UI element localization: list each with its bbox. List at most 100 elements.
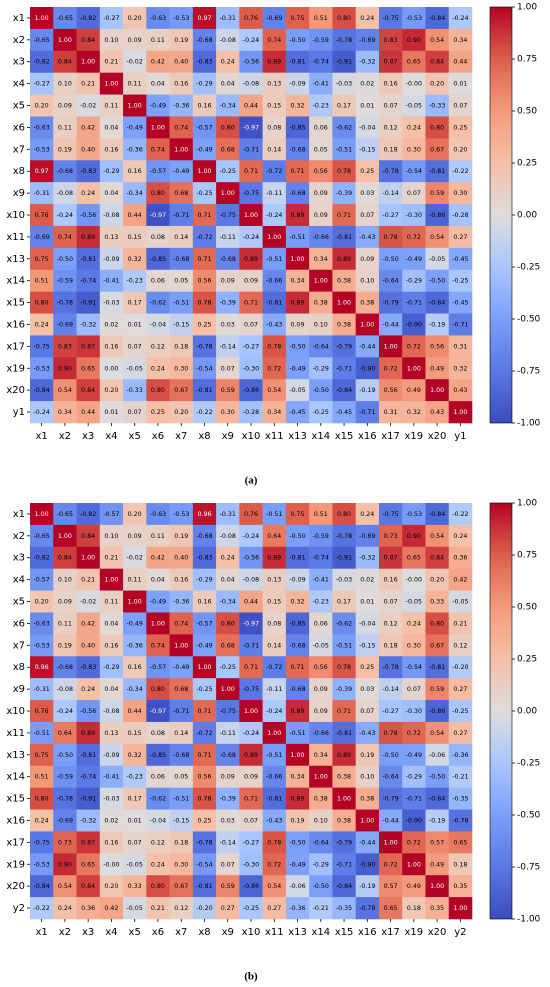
cell-label: 0.44 [128,212,142,219]
cell-label: 0.72 [384,365,398,372]
cell-label: -0.43 [359,234,375,241]
heatmap-cell [99,809,124,832]
cell-label: -0.74 [80,774,96,781]
heatmap-cell [53,590,77,613]
heatmap-cell [378,247,403,271]
heatmap-cell [448,138,473,161]
heatmap-cell [425,765,450,788]
heatmap-cell [76,28,101,52]
cell-label: -0.05 [429,256,445,263]
heatmap-cell [123,546,147,569]
heatmap-cell [192,546,217,569]
cell-label: 0.49 [407,387,421,394]
cell-label: -0.53 [33,642,49,649]
heatmap-cell [169,291,194,314]
cell-label: -0.59 [57,774,73,781]
heatmap-cell [402,612,426,635]
cell-label: 0.59 [430,190,444,197]
heatmap-cell [402,700,426,723]
heatmap-cell [309,94,333,117]
heatmap-cell [309,875,333,898]
heatmap-cell [262,678,287,701]
x-tick-label: x14 [311,431,330,442]
heatmap-cell [169,379,194,402]
cell-label: -0.53 [173,511,189,518]
cell-label: -0.51 [266,256,282,263]
cell-label: 0.07 [407,686,421,693]
heatmap-cell [169,7,194,30]
heatmap-cell [285,291,310,314]
heatmap-cell [262,50,287,73]
heatmap-cell [146,116,170,139]
cell-label: -0.23 [127,278,143,285]
cell-label: -0.22 [33,905,49,912]
heatmap-cell [448,204,473,227]
cell-label: -0.50 [382,256,398,263]
cell-label: 0.11 [128,577,142,584]
heatmap-cell [425,503,450,526]
cell-label: -0.53 [33,861,49,868]
heatmap-cell [402,116,426,139]
cell-label: 0.76 [244,511,258,518]
cell-label: 0.25 [453,124,467,131]
cell-label: -0.22 [196,409,212,416]
cell-label: -0.66 [313,234,329,241]
heatmap-cell [378,401,403,424]
heatmap-cell [239,568,263,591]
heatmap-cell [332,678,356,701]
heatmap-cell [76,357,101,380]
heatmap-cell [192,831,217,854]
heatmap-cell [99,269,124,292]
cell-label: 0.65 [81,861,95,868]
cell-label: 0.07 [407,190,421,197]
cell-label: 0.04 [151,577,165,584]
heatmap-cell [53,72,77,95]
heatmap-cell [146,721,170,745]
cell-label: -0.24 [57,708,73,715]
heatmap-cell [76,831,101,854]
colorbar [489,502,513,920]
heatmap-cell [76,590,101,613]
cell-label: 1.00 [314,278,328,285]
cell-label: 0.67 [174,387,188,394]
heatmap-cell [425,50,450,73]
heatmap-cell [402,72,426,95]
cell-label: -0.29 [313,861,329,868]
heatmap-cell [146,546,170,569]
heatmap-cell [53,765,77,788]
heatmap-cell [448,28,473,52]
heatmap-cell [402,875,426,898]
heatmap-cell [285,656,310,679]
heatmap-cell [123,524,147,548]
y-tick-label: x16 [6,815,25,826]
cell-label: 0.71 [244,168,258,175]
heatmap-cell [262,401,287,424]
cell-label: -0.57 [150,664,166,671]
cell-label: 0.89 [267,59,281,66]
cell-label: -0.14 [220,839,236,846]
cell-label: -0.83 [80,168,96,175]
cell-label: 0.72 [267,365,281,372]
x-tick-label: x17 [381,927,400,938]
cell-label: -0.29 [406,774,422,781]
cell-label: 0.84 [81,883,95,890]
heatmap-cell [262,225,287,249]
heatmap-cell [76,269,101,292]
heatmap-cell [285,743,310,767]
heatmap-cell [216,138,240,161]
cell-label: 0.80 [151,686,165,693]
cell-label: 0.09 [244,278,258,285]
heatmap-cell [309,656,333,679]
cell-label: 0.20 [453,146,467,153]
cell-label: 1.00 [81,555,95,562]
heatmap-cell [169,116,194,139]
heatmap-cell [262,269,287,292]
heatmap-cell [99,546,124,569]
cell-label: -0.82 [33,555,49,562]
y-tick-label: x20 [6,881,25,892]
heatmap-cell [332,160,356,183]
cell-label: 0.51 [35,278,49,285]
heatmap-cell [216,357,240,380]
cell-label: 0.56 [430,343,444,350]
heatmap-cell [30,182,54,205]
